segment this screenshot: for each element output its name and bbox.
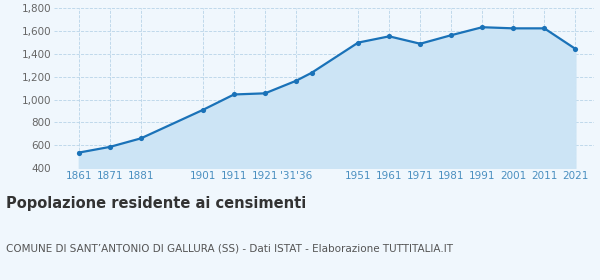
- Point: [136, 136, 146, 141]
- Point: [539, 26, 549, 31]
- Point: [198, 108, 208, 112]
- Point: [229, 92, 239, 97]
- Point: [307, 71, 316, 75]
- Point: [571, 47, 580, 51]
- Text: COMUNE DI SANT’ANTONIO DI GALLURA (SS) - Dati ISTAT - Elaborazione TUTTITALIA.IT: COMUNE DI SANT’ANTONIO DI GALLURA (SS) -…: [6, 244, 453, 254]
- Point: [260, 91, 270, 95]
- Point: [478, 25, 487, 29]
- Point: [446, 33, 456, 38]
- Point: [105, 145, 115, 149]
- Text: Popolazione residente ai censimenti: Popolazione residente ai censimenti: [6, 196, 306, 211]
- Point: [509, 26, 518, 31]
- Point: [415, 41, 425, 46]
- Point: [74, 150, 83, 155]
- Point: [385, 34, 394, 39]
- Point: [353, 40, 363, 45]
- Point: [291, 79, 301, 83]
